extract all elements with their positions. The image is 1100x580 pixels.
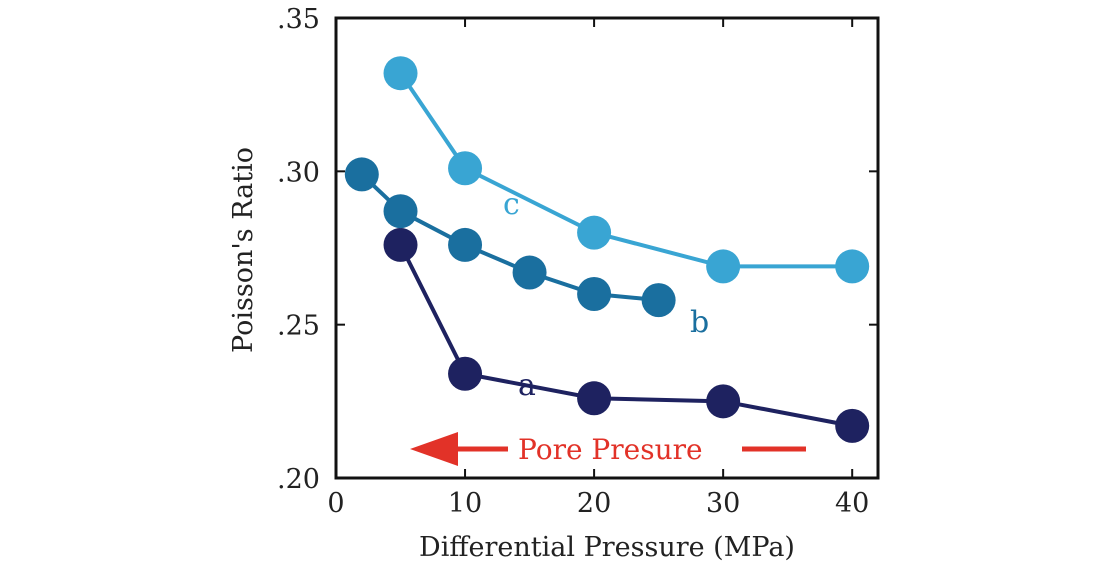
pore-pressure-arrowhead [410,432,458,466]
axis-ticks: 0 10 20 30 40 .20 .25 .30 .35 [277,4,878,519]
y-tick-label: .35 [277,4,320,35]
data-point-a [383,227,418,262]
series-label-a: a [518,368,536,403]
data-point-c [383,56,418,91]
x-tick-label: 10 [448,488,482,519]
data-point-b [448,227,483,262]
y-axis-label: Poisson's Ratio [228,147,259,353]
data-point-c [706,249,741,284]
data-point-b [383,194,418,229]
data-point-c [577,215,612,250]
y-tick-label: .20 [277,464,320,495]
data-point-a [577,381,612,416]
data-point-a [835,408,870,443]
x-tick-label: 20 [577,488,611,519]
data-point-c [448,151,483,186]
pore-pressure-label: Pore Presure [518,433,703,466]
y-tick-label: .30 [277,157,320,188]
plot-frame [334,16,880,480]
series-lines [360,72,853,428]
x-tick-label: 30 [706,488,740,519]
data-point-b [577,277,612,311]
data-point-c [835,249,870,284]
x-axis-label: Differential Pressure (MPa) [419,532,795,563]
data-point-a [706,384,741,419]
series-label-b: b [690,305,709,340]
data-point-b [512,255,547,290]
pore-pressure-annotation: Pore Presure [410,432,806,466]
series-line-a [398,244,853,428]
x-tick-label: 0 [327,488,344,519]
x-tick-label: 40 [835,488,869,519]
data-point-b [641,283,676,318]
series-label-c: c [503,187,520,222]
series-points [344,56,870,443]
data-point-b [344,157,379,192]
data-point-a [448,356,483,391]
y-tick-label: .25 [277,311,320,342]
